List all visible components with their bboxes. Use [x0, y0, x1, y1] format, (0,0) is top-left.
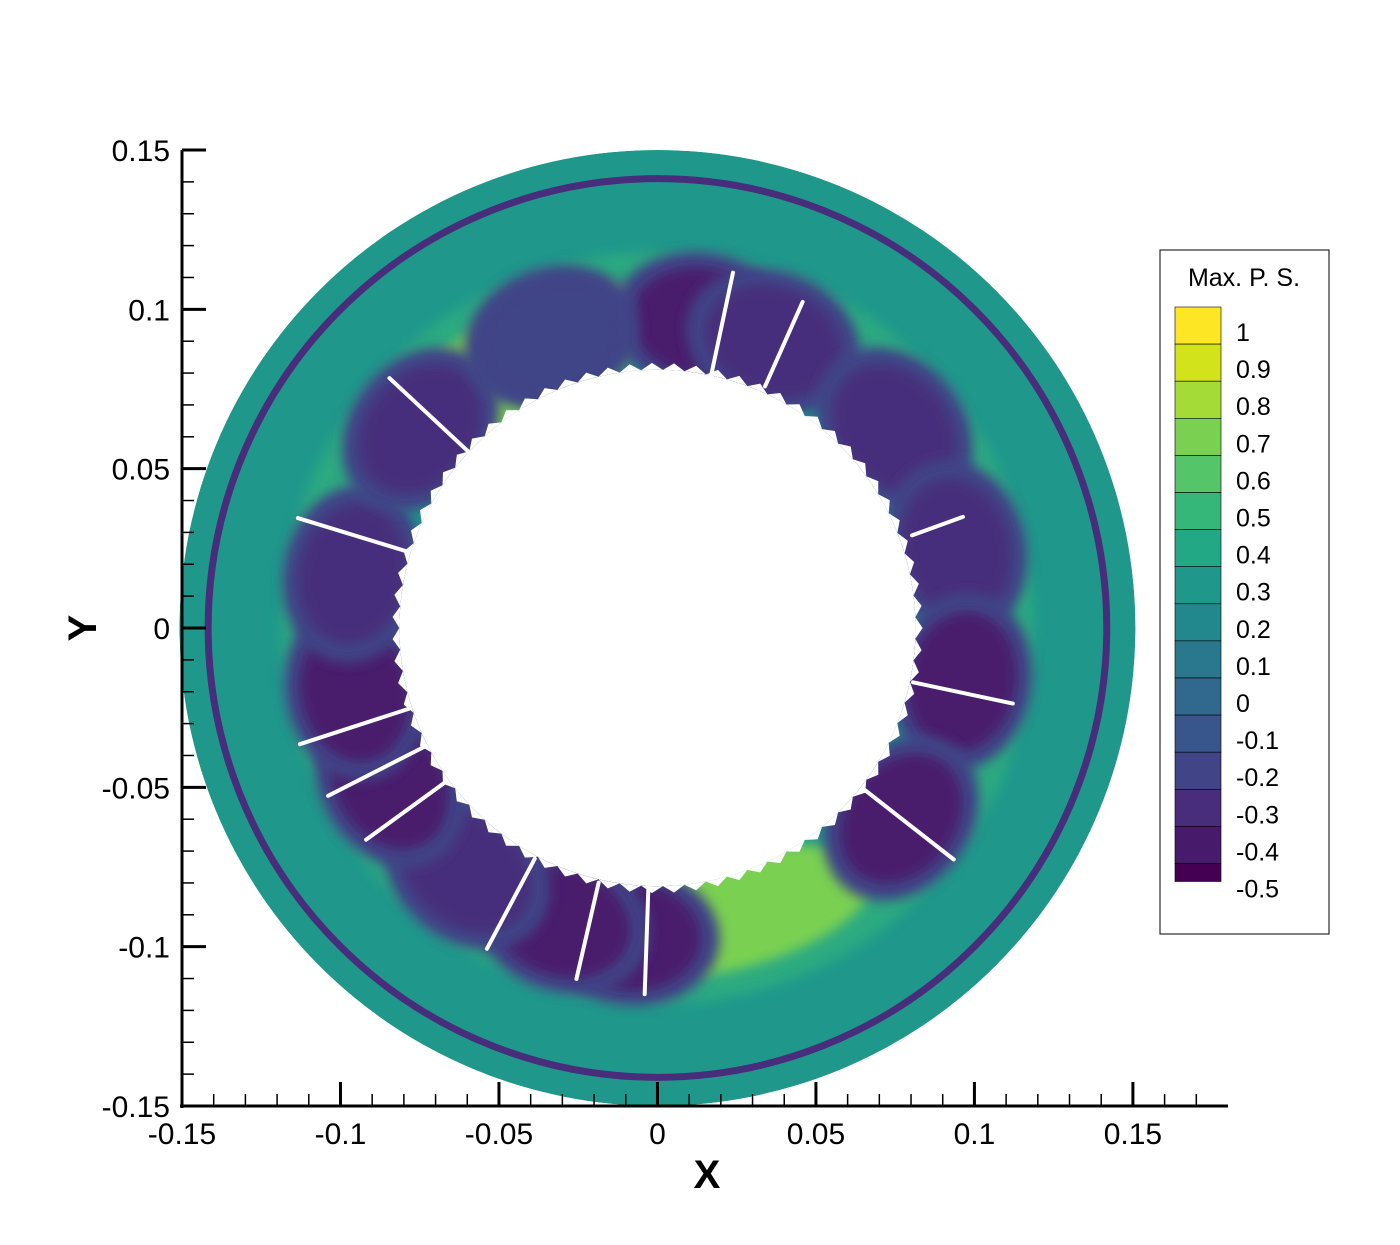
- legend-label: 0.7: [1236, 430, 1271, 458]
- legend-label: 0.9: [1236, 356, 1271, 384]
- legend-swatch: [1174, 380, 1222, 419]
- crack-line: [909, 514, 965, 538]
- legend-swatch: [1174, 529, 1222, 567]
- legend-label: -0.3: [1236, 801, 1279, 829]
- y-tick-label: -0.15: [102, 1091, 170, 1124]
- y-tick-label: 0: [153, 613, 170, 646]
- damage-lobe: [483, 281, 621, 394]
- crack-line: [574, 880, 601, 981]
- y-tick-label: -0.05: [102, 772, 170, 805]
- x-tick-label: 0.05: [787, 1118, 845, 1151]
- legend-swatches: 1 0.9 0.8 0.7 0.6 0.5 0.4 0.3 0.2 0.1 0 -0.1 -0.2 -0.…: [1174, 306, 1279, 904]
- legend-swatch: [1174, 788, 1222, 827]
- legend-label: 0.2: [1236, 616, 1271, 644]
- legend-label: 0.1: [1236, 653, 1271, 681]
- damage-lobe: [907, 611, 1017, 752]
- legend-label: 0.8: [1236, 393, 1271, 421]
- legend-label: 1: [1236, 319, 1250, 347]
- legend-swatch: [1174, 714, 1222, 753]
- damage-lobe: [359, 365, 482, 494]
- legend-swatch: [1174, 677, 1222, 716]
- crack-line: [326, 744, 427, 798]
- x-tick-label: 0.1: [954, 1118, 996, 1151]
- legend-label: -0.4: [1236, 838, 1279, 866]
- axes: -0.15 -0.1 -0.05 0 0.05 0.1 0.15 0.15 0.1 0.05 0 -0…: [102, 135, 1228, 1151]
- damage-lobe: [298, 504, 408, 645]
- crack-line: [709, 270, 735, 378]
- legend-swatch: [1174, 492, 1222, 530]
- x-tick-label: 0.15: [1104, 1118, 1162, 1151]
- y-tick-label: 0.05: [112, 454, 170, 487]
- legend-label: 0.5: [1236, 505, 1271, 533]
- crack-lines: [295, 270, 1015, 997]
- legend-swatch: [1174, 603, 1222, 642]
- damage-lobe: [832, 365, 956, 494]
- crack-line: [861, 786, 956, 862]
- legend-swatch: [1174, 306, 1222, 345]
- crack-line: [484, 856, 537, 951]
- crack-line: [297, 706, 411, 747]
- legend: Max. P. S. 1 0.9 0.8 0.7 0.6 0.5 0.4 0.3 0.2 0.1 0…: [1159, 249, 1330, 935]
- crack-line: [364, 781, 446, 842]
- legend-label: -0.1: [1236, 727, 1279, 755]
- y-tick-label: -0.1: [118, 932, 170, 965]
- legend-swatch: [1174, 751, 1222, 790]
- legend-swatch: [1174, 863, 1222, 882]
- legend-swatch: [1174, 343, 1222, 382]
- legend-label: -0.5: [1236, 876, 1279, 904]
- x-tick-label: 0: [649, 1118, 666, 1151]
- legend-label: 0: [1236, 690, 1250, 718]
- legend-label: 0.6: [1236, 467, 1271, 495]
- x-tick-label: -0.1: [315, 1118, 367, 1151]
- inner-band: [221, 192, 1094, 1064]
- legend-swatch: [1174, 826, 1222, 864]
- outer-ring-band: [204, 175, 1111, 1081]
- x-tick-label: -0.15: [148, 1118, 216, 1151]
- damage-lobe: [705, 284, 842, 399]
- legend-swatch: [1174, 566, 1222, 605]
- legend-swatch: [1174, 417, 1222, 456]
- crack-line: [911, 680, 1015, 706]
- legend-swatch: [1174, 455, 1222, 493]
- y-tick-label: 0.15: [112, 135, 170, 168]
- legend-swatch: [1174, 640, 1222, 679]
- crack-line: [642, 887, 651, 997]
- y-axis-title: Y: [61, 614, 105, 641]
- damage-lobe: [900, 478, 1012, 618]
- crack-line: [295, 516, 410, 554]
- legend-title: Max. P. S.: [1188, 264, 1300, 292]
- x-axis-title: X: [694, 1153, 721, 1197]
- y-tick-label: 0.1: [128, 294, 170, 327]
- legend-label: -0.2: [1236, 764, 1279, 792]
- legend-label: 0.4: [1236, 542, 1271, 570]
- crack-line: [763, 299, 805, 389]
- legend-label: 0.3: [1236, 579, 1271, 607]
- x-tick-label: -0.05: [465, 1118, 533, 1151]
- crack-line: [387, 376, 471, 454]
- contour-field: [179, 150, 1136, 1106]
